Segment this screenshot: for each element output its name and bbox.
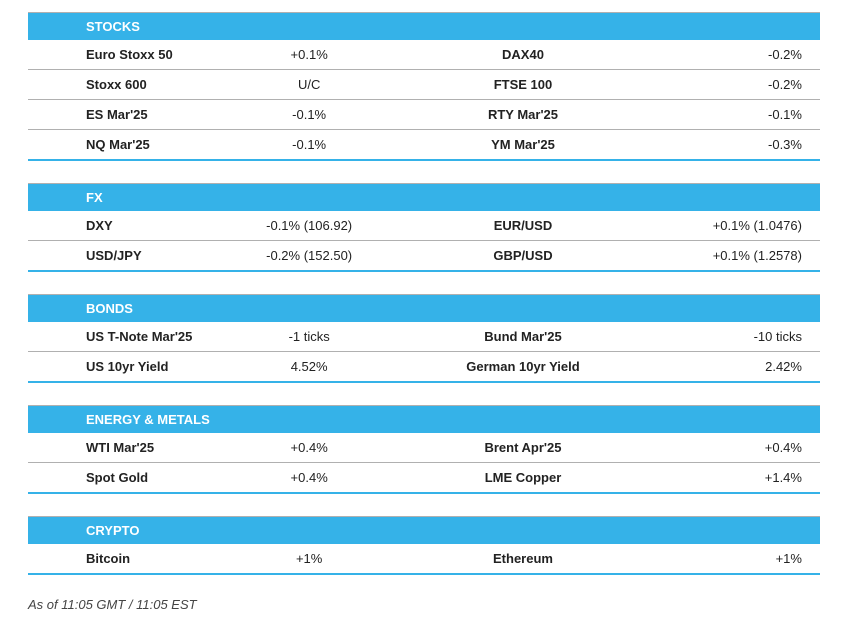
instrument-value: +0.4% <box>194 471 424 484</box>
table-row: DXY -0.1% (106.92) EUR/USD +0.1% (1.0476… <box>28 211 820 241</box>
instrument-label: NQ Mar'25 <box>28 138 194 151</box>
bonds-section: BONDS US T-Note Mar'25 -1 ticks Bund Mar… <box>28 294 820 383</box>
table-row: WTI Mar'25 +0.4% Brent Apr'25 +0.4% <box>28 433 820 463</box>
fx-header: FX <box>28 183 820 211</box>
instrument-label: US T-Note Mar'25 <box>28 330 194 343</box>
table-row: Bitcoin +1% Ethereum +1% <box>28 544 820 575</box>
instrument-value: -0.1% <box>194 138 424 151</box>
table-row: US 10yr Yield 4.52% German 10yr Yield 2.… <box>28 352 820 383</box>
instrument-value: -0.1% <box>194 108 424 121</box>
instrument-label: LME Copper <box>424 471 622 484</box>
instrument-value: -0.2% <box>622 48 820 61</box>
instrument-label: FTSE 100 <box>424 78 622 91</box>
instrument-value: 2.42% <box>622 360 820 373</box>
table-row: NQ Mar'25 -0.1% YM Mar'25 -0.3% <box>28 130 820 161</box>
instrument-value: -0.3% <box>622 138 820 151</box>
table-row: Stoxx 600 U/C FTSE 100 -0.2% <box>28 70 820 100</box>
instrument-value: +0.4% <box>622 441 820 454</box>
instrument-value: -0.1% (106.92) <box>194 219 424 232</box>
instrument-label: Bund Mar'25 <box>424 330 622 343</box>
instrument-label: Ethereum <box>424 552 622 565</box>
instrument-label: Brent Apr'25 <box>424 441 622 454</box>
crypto-header: CRYPTO <box>28 516 820 544</box>
instrument-value: +1.4% <box>622 471 820 484</box>
instrument-value: -0.2% <box>622 78 820 91</box>
instrument-label: ES Mar'25 <box>28 108 194 121</box>
instrument-value: -10 ticks <box>622 330 820 343</box>
instrument-label: DAX40 <box>424 48 622 61</box>
instrument-label: EUR/USD <box>424 219 622 232</box>
stocks-section: STOCKS Euro Stoxx 50 +0.1% DAX40 -0.2% S… <box>28 12 820 161</box>
instrument-value: 4.52% <box>194 360 424 373</box>
instrument-label: USD/JPY <box>28 249 194 262</box>
instrument-value: -1 ticks <box>194 330 424 343</box>
instrument-label: Bitcoin <box>28 552 194 565</box>
instrument-value: +1% <box>194 552 424 565</box>
instrument-label: RTY Mar'25 <box>424 108 622 121</box>
bonds-header: BONDS <box>28 294 820 322</box>
timestamp-footnote: As of 11:05 GMT / 11:05 EST <box>28 597 820 612</box>
instrument-label: YM Mar'25 <box>424 138 622 151</box>
instrument-label: WTI Mar'25 <box>28 441 194 454</box>
table-row: Spot Gold +0.4% LME Copper +1.4% <box>28 463 820 494</box>
table-row: ES Mar'25 -0.1% RTY Mar'25 -0.1% <box>28 100 820 130</box>
fx-section: FX DXY -0.1% (106.92) EUR/USD +0.1% (1.0… <box>28 183 820 272</box>
instrument-value: +0.1% (1.0476) <box>622 219 820 232</box>
instrument-value: +0.1% <box>194 48 424 61</box>
instrument-label: DXY <box>28 219 194 232</box>
instrument-value: +0.1% (1.2578) <box>622 249 820 262</box>
instrument-value: U/C <box>194 78 424 91</box>
instrument-value: -0.2% (152.50) <box>194 249 424 262</box>
instrument-label: German 10yr Yield <box>424 360 622 373</box>
table-row: US T-Note Mar'25 -1 ticks Bund Mar'25 -1… <box>28 322 820 352</box>
instrument-label: Spot Gold <box>28 471 194 484</box>
instrument-label: GBP/USD <box>424 249 622 262</box>
energy-header: ENERGY & METALS <box>28 405 820 433</box>
instrument-label: Stoxx 600 <box>28 78 194 91</box>
instrument-label: Euro Stoxx 50 <box>28 48 194 61</box>
instrument-value: -0.1% <box>622 108 820 121</box>
stocks-header: STOCKS <box>28 12 820 40</box>
instrument-label: US 10yr Yield <box>28 360 194 373</box>
energy-section: ENERGY & METALS WTI Mar'25 +0.4% Brent A… <box>28 405 820 494</box>
crypto-section: CRYPTO Bitcoin +1% Ethereum +1% <box>28 516 820 575</box>
table-row: Euro Stoxx 50 +0.1% DAX40 -0.2% <box>28 40 820 70</box>
instrument-value: +1% <box>622 552 820 565</box>
instrument-value: +0.4% <box>194 441 424 454</box>
table-row: USD/JPY -0.2% (152.50) GBP/USD +0.1% (1.… <box>28 241 820 272</box>
